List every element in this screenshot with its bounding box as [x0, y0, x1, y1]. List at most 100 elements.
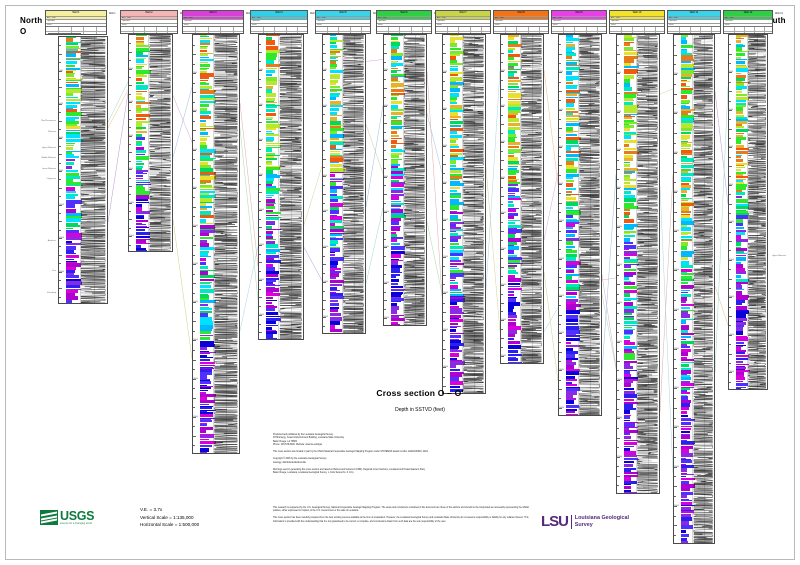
lithology-bar — [624, 357, 636, 359]
lithology-bar — [266, 223, 275, 226]
lithology-bar — [736, 282, 749, 284]
lsu-line-2: Survey — [574, 521, 593, 528]
lithology-bar — [681, 304, 694, 307]
well-header-title: Well 5 — [316, 11, 370, 16]
well-header-fields: API / UWI Operator Field — [377, 15, 431, 27]
lithology-bar — [450, 297, 465, 299]
lithology-bar — [566, 206, 574, 210]
log-curves — [747, 35, 767, 389]
depth-tick — [501, 213, 504, 214]
depth-tick — [674, 290, 677, 291]
lithology-bar — [391, 314, 404, 316]
lithology-bar — [736, 178, 747, 181]
lithology-bar — [200, 172, 216, 175]
well-log-track[interactable]: 2000 4000 6000 8000 10000 12000 14000 — [58, 36, 108, 304]
lithology-bar — [736, 50, 750, 53]
lithology-bar — [681, 164, 695, 169]
depth-label: 20000 — [617, 417, 622, 420]
lithology-bar — [624, 324, 639, 327]
well-log-track[interactable]: 2000 4000 6000 8000 10000 12000 14000 16000 1800… — [500, 34, 544, 364]
depth-scale: 2000 4000 6000 8000 10000 12000 14000 — [59, 37, 64, 303]
lithology-bar — [450, 231, 456, 232]
lithology-bar — [681, 464, 694, 469]
lithology-bar — [681, 445, 693, 449]
depth-tick — [384, 88, 387, 89]
depth-tick — [559, 342, 561, 343]
lithology-bar — [566, 187, 576, 191]
well-log-track[interactable]: 2000 4000 6000 8000 10000 12000 14000 16000 1800… — [616, 34, 660, 494]
depth-tick — [559, 90, 562, 92]
lithology-bar — [391, 187, 403, 191]
log-curves — [462, 35, 485, 393]
well-header-fields: API / UWI Operator Field — [610, 15, 664, 27]
lithology-bar — [200, 247, 215, 250]
lithology-bar — [566, 304, 581, 307]
lithology-bar — [508, 153, 515, 155]
lithology-bar — [200, 367, 213, 368]
depth-tick — [617, 485, 619, 486]
lithology-bar — [736, 303, 743, 306]
lithology-bar — [681, 53, 693, 55]
lithology-bar — [66, 273, 75, 275]
depth-tick — [674, 476, 676, 477]
well-log-track[interactable]: 2000 4000 6000 8000 10000 12000 14000 16000 1800… — [558, 34, 602, 416]
well-log-track[interactable]: 2000 4000 6000 8000 10000 12000 14000 16000 — [322, 34, 366, 334]
depth-tick — [59, 263, 61, 264]
lithology-bar — [681, 257, 688, 261]
lithology-bar — [266, 97, 275, 101]
lithology-bar — [508, 40, 518, 44]
lithology-bar — [136, 232, 150, 235]
well-log-track[interactable]: 2000 4000 6000 8000 10000 12000 14000 16000 1800… — [673, 34, 715, 544]
lithology-bar — [136, 168, 142, 171]
lithology-bar — [266, 100, 274, 102]
lithology-bar — [450, 338, 460, 340]
lithology-bar — [200, 85, 212, 89]
well-log-track[interactable]: 2000 4000 6000 8000 10000 12000 14000 16000 1800… — [442, 34, 486, 394]
well-log-track[interactable]: 2000 4000 6000 8000 10000 12000 14000 16000 — [258, 34, 304, 340]
lithology-bar — [330, 246, 340, 248]
lithology-column — [624, 35, 639, 493]
lithology-bar — [391, 109, 405, 112]
lithology-bar — [66, 204, 75, 209]
lithology-bar — [136, 75, 147, 78]
lithology-column — [508, 35, 523, 363]
well-log-track[interactable]: 2000 4000 6000 8000 10000 12000 14000 16000 1800… — [192, 34, 240, 454]
lithology-bar — [391, 190, 404, 194]
lithology-bar — [624, 259, 638, 262]
depth-tick — [674, 250, 677, 252]
lithology-bar — [736, 107, 743, 111]
usgs-tagline: science for a changing world — [60, 523, 92, 525]
depth-tick — [259, 218, 261, 220]
well-log-track[interactable]: 2000 4000 6000 8000 10000 12000 14000 16000 — [383, 34, 427, 326]
lithology-bar — [681, 403, 690, 407]
depth-tick — [559, 230, 561, 232]
well-header-field: Field — [46, 22, 106, 27]
stratigraphic-marker-label: Upper Miocene — [41, 147, 56, 149]
lithology-bar — [330, 131, 338, 134]
lithology-bar — [450, 333, 464, 334]
lithology-bar — [736, 368, 745, 370]
depth-tick — [443, 265, 445, 267]
depth-tick — [674, 309, 677, 311]
lithology-bar — [681, 439, 688, 441]
lithology-bar — [508, 267, 515, 270]
lithology-bar — [266, 324, 278, 326]
lithology-bar — [391, 324, 401, 325]
well-log-track[interactable]: 2000 4000 6000 8000 10000 12000 — [128, 34, 173, 252]
well-log-track[interactable]: 2000 4000 6000 8000 10000 12000 14000 16000 1800… — [728, 34, 768, 390]
depth-tick — [674, 270, 677, 271]
lithology-bar — [330, 149, 343, 151]
depth-label: 4000 — [59, 103, 63, 105]
